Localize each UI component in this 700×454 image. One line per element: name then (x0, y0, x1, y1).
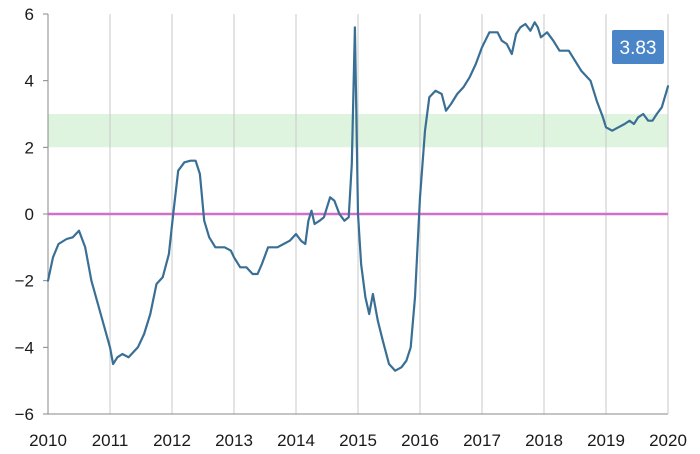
x-tick-label: 2013 (215, 431, 253, 450)
y-tick-label: 6 (25, 5, 34, 24)
x-tick-label: 2010 (29, 431, 67, 450)
x-tick-label: 2014 (277, 431, 315, 450)
y-tick-label: −4 (15, 338, 34, 357)
x-tick-label: 2019 (587, 431, 625, 450)
value-badge (612, 30, 664, 64)
y-tick-label: 0 (25, 205, 34, 224)
x-tick-label: 2011 (92, 431, 129, 450)
tick-labels: 2010 2011 2012 2013 2014 2015 2016 2017 2018 2019… (15, 5, 687, 450)
y-tick-label: −2 (15, 272, 34, 291)
y-tick-label: 2 (25, 138, 34, 157)
x-tick-label: 2018 (525, 431, 563, 450)
x-tick-label: 2020 (649, 431, 687, 450)
value-badge-label: 3.83 (620, 38, 657, 59)
x-tick-label: 2015 (339, 431, 377, 450)
x-tick-label: 2016 (401, 431, 439, 450)
x-tick-label: 2017 (463, 431, 501, 450)
y-tick-label: 4 (25, 72, 34, 91)
series-line (46, 21, 670, 372)
y-tick-label: −6 (15, 405, 34, 424)
x-tick-label: 2012 (153, 431, 191, 450)
series-layer (46, 21, 670, 372)
annotations: 3.83 (612, 30, 664, 64)
